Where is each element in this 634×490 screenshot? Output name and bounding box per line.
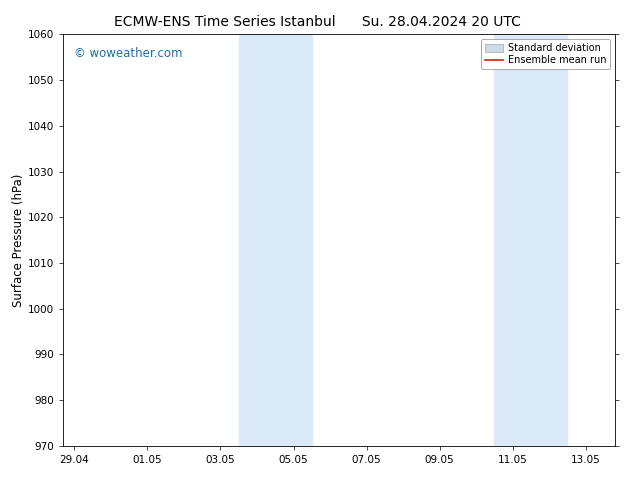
Text: © woweather.com: © woweather.com [74,47,183,60]
Text: ECMW-ENS Time Series Istanbul      Su. 28.04.2024 20 UTC: ECMW-ENS Time Series Istanbul Su. 28.04.… [113,15,521,29]
Legend: Standard deviation, Ensemble mean run: Standard deviation, Ensemble mean run [481,39,610,70]
Y-axis label: Surface Pressure (hPa): Surface Pressure (hPa) [12,173,25,307]
Bar [239,34,312,446]
Bar [495,34,567,446]
